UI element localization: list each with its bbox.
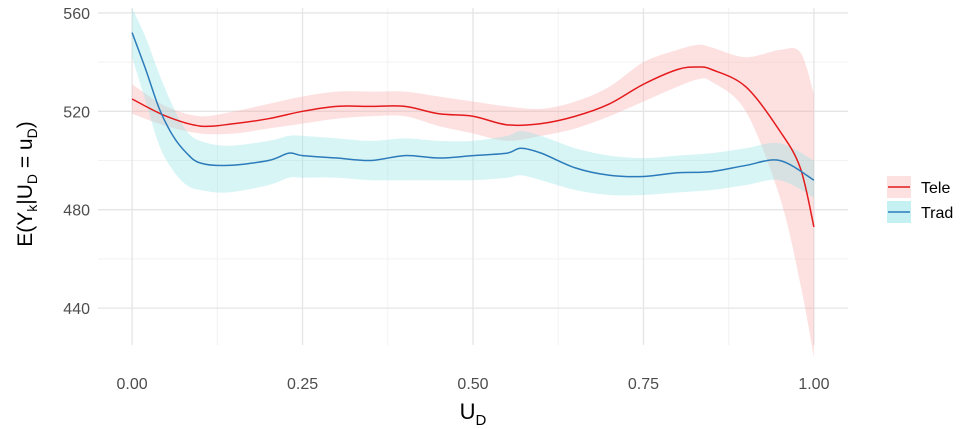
- y-tick-label: 560: [63, 6, 90, 23]
- x-axis-title-subscript: D: [476, 412, 487, 429]
- legend-item-tele: Tele: [887, 176, 950, 198]
- x-tick-label: 0.50: [457, 376, 488, 393]
- legend-label-trad: Trad: [921, 205, 953, 222]
- y-tick-label: 480: [63, 203, 90, 220]
- y-axis-title-sub-1: k: [24, 204, 40, 212]
- x-tick-label: 0.25: [287, 376, 318, 393]
- band-trad: [132, 8, 814, 198]
- legend-item-trad: Trad: [887, 201, 953, 223]
- major-gridlines: [98, 8, 848, 345]
- line-tele: [131, 66, 815, 228]
- x-tick-label: 0.00: [117, 376, 148, 393]
- y-tick-label: 440: [63, 301, 90, 318]
- y-axis-title-sub-3: D: [24, 128, 40, 138]
- x-axis-title: UD: [460, 399, 487, 429]
- y-axis-title: E(Yk|UD = uD): [14, 121, 40, 247]
- series-lines: [131, 32, 815, 228]
- y-axis-title-part-4: ): [14, 121, 37, 128]
- y-axis-title-sub-2: D: [24, 174, 40, 184]
- legend: Tele Trad: [887, 176, 953, 223]
- y-axis-title-part-1: E(Y: [14, 212, 37, 247]
- band-tele: [132, 44, 814, 358]
- x-tick-label: 1.00: [798, 376, 829, 393]
- y-axis-title-part-2: |U: [14, 184, 37, 205]
- x-tick-label: 0.75: [628, 376, 659, 393]
- legend-label-tele: Tele: [921, 180, 950, 197]
- x-axis-tick-labels: 0.00 0.25 0.50 0.75 1.00: [117, 376, 830, 393]
- confidence-bands: [132, 8, 814, 358]
- y-axis-title-part-3: = u: [14, 138, 37, 174]
- y-axis-tick-labels: 440 480 520 560: [63, 6, 90, 318]
- x-axis-title-main: U: [460, 399, 476, 424]
- y-tick-label: 520: [63, 104, 90, 121]
- line-trad: [131, 32, 815, 181]
